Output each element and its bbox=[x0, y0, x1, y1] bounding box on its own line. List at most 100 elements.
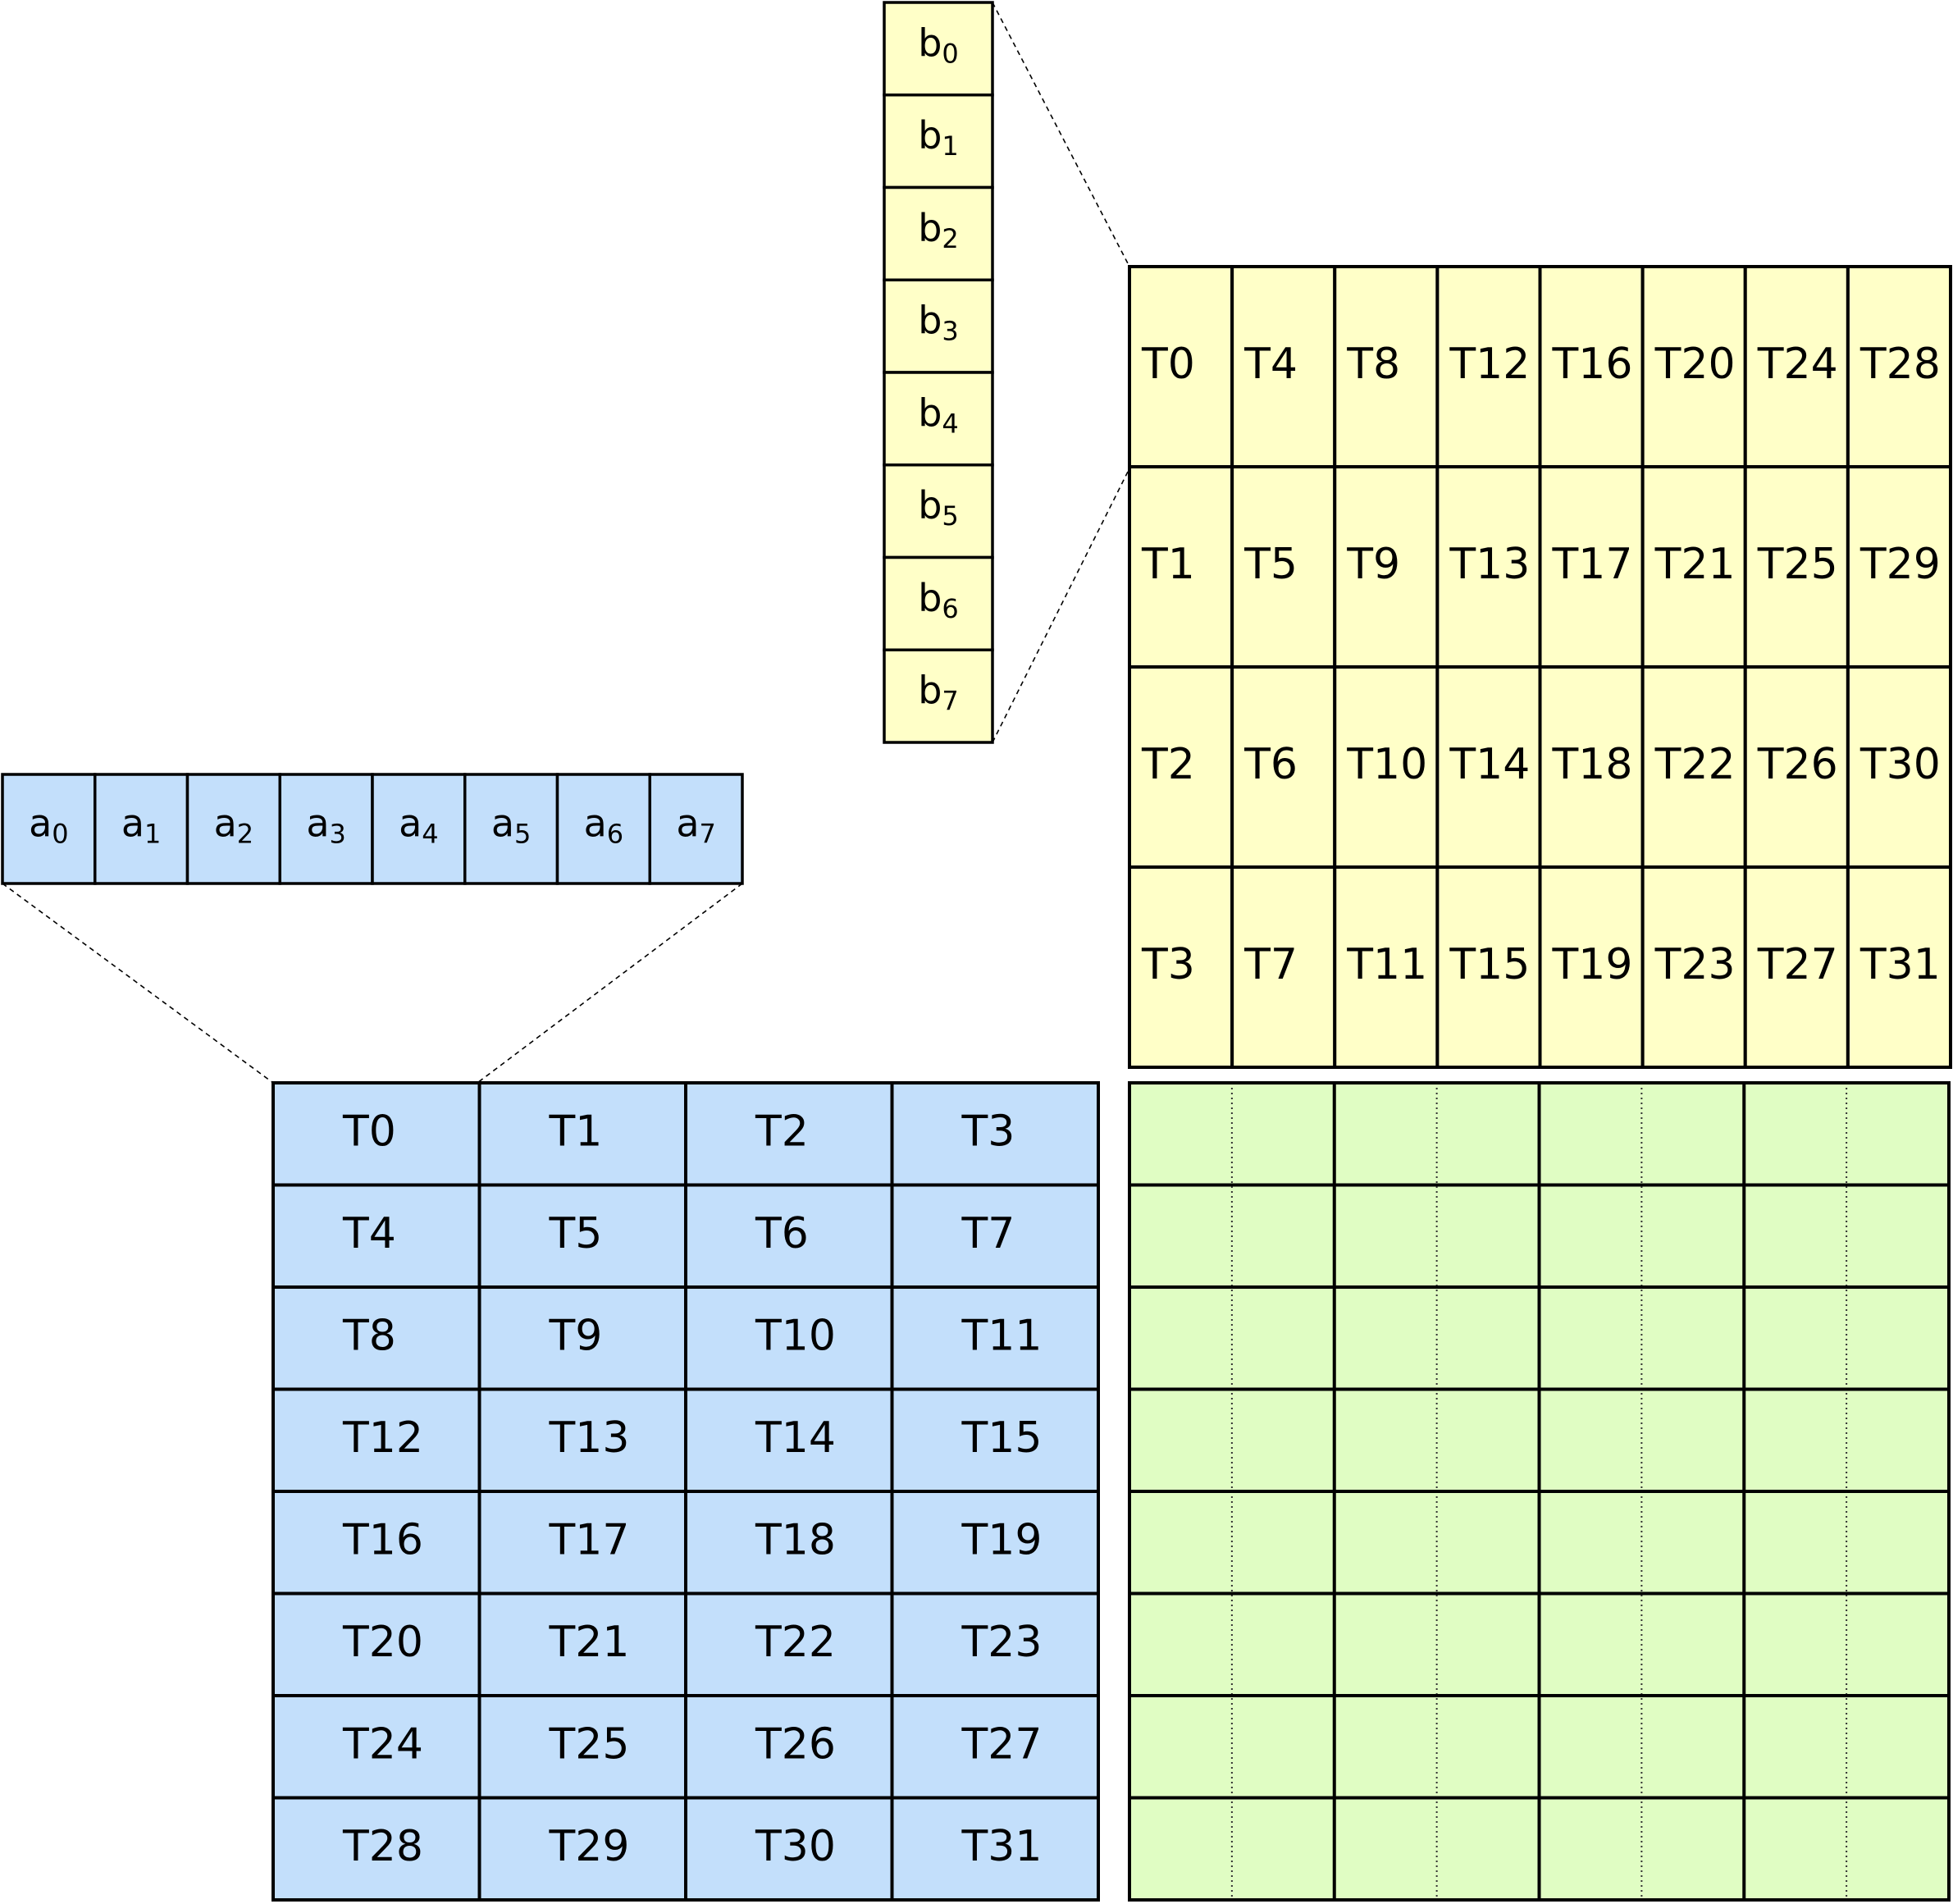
thread-cell bbox=[684, 1796, 894, 1902]
matrix-b-thread-grid: T0 T4 T8 T12 T16 T20 T24 T28 T1 T5 T9 T13 T17 T21 T25 T… bbox=[1128, 265, 1952, 1069]
vector-b-cell bbox=[883, 555, 994, 651]
element-base: b bbox=[918, 113, 942, 158]
thread-cell bbox=[684, 1285, 894, 1391]
thread-cell bbox=[1128, 265, 1234, 468]
thread-label: T14 bbox=[755, 1413, 836, 1463]
thread-cell bbox=[1538, 665, 1645, 869]
thread-cell bbox=[890, 1796, 1100, 1902]
element-label: a4 bbox=[399, 801, 439, 850]
element-label: b0 bbox=[918, 21, 959, 70]
element-base: b bbox=[918, 205, 942, 249]
element-subscript: 1 bbox=[942, 130, 958, 162]
thread-label: T5 bbox=[1243, 540, 1298, 589]
thread-cell bbox=[477, 1796, 687, 1902]
element-label: a2 bbox=[214, 801, 254, 850]
thread-label: T27 bbox=[961, 1719, 1043, 1769]
thread-label: T19 bbox=[961, 1515, 1043, 1564]
thread-label: T8 bbox=[1346, 340, 1400, 389]
element-base: a bbox=[29, 801, 52, 845]
thread-label: T10 bbox=[755, 1311, 836, 1360]
element-base: a bbox=[584, 801, 607, 845]
element-subscript: 5 bbox=[514, 819, 531, 850]
thread-cell bbox=[1435, 665, 1542, 869]
thread-cell bbox=[1333, 465, 1440, 669]
thread-label: T16 bbox=[342, 1515, 423, 1564]
element-subscript: 3 bbox=[330, 819, 346, 850]
thread-cell bbox=[1230, 465, 1337, 669]
vector-b-cell bbox=[883, 278, 994, 374]
thread-label: T8 bbox=[342, 1311, 396, 1360]
thread-label: T17 bbox=[549, 1515, 630, 1564]
thread-label: T18 bbox=[1552, 740, 1633, 789]
vector-a-cell bbox=[555, 773, 651, 885]
thread-label: T12 bbox=[1449, 340, 1530, 389]
thread-label: T11 bbox=[1346, 940, 1427, 989]
dashed-connector-line bbox=[992, 2, 1130, 267]
thread-label: T14 bbox=[1449, 740, 1530, 789]
thread-label: T28 bbox=[342, 1822, 423, 1871]
thread-cell bbox=[1640, 865, 1747, 1069]
thread-label: T29 bbox=[1859, 540, 1941, 589]
thread-label: T9 bbox=[1346, 540, 1400, 589]
thread-label: T13 bbox=[549, 1413, 630, 1463]
thread-label: T22 bbox=[1654, 740, 1736, 789]
element-subscript: 6 bbox=[942, 593, 958, 624]
element-subscript: 2 bbox=[942, 223, 958, 254]
element-base: a bbox=[676, 801, 699, 845]
thread-label: T12 bbox=[342, 1413, 423, 1463]
element-base: b bbox=[918, 483, 942, 527]
zoom-connector-lines bbox=[2, 2, 1130, 1084]
thread-label: T24 bbox=[342, 1719, 423, 1769]
element-subscript: 3 bbox=[942, 316, 958, 347]
thread-label: T4 bbox=[1243, 340, 1298, 389]
element-label: b7 bbox=[918, 668, 959, 717]
element-base: b bbox=[918, 21, 942, 65]
thread-label: T6 bbox=[755, 1209, 809, 1258]
element-label: b3 bbox=[918, 298, 959, 347]
thread-label: T7 bbox=[961, 1209, 1015, 1258]
thread-label: T0 bbox=[342, 1107, 396, 1156]
thread-label: T19 bbox=[1552, 940, 1633, 989]
element-subscript: 1 bbox=[144, 819, 161, 850]
vector-a-cell bbox=[185, 773, 281, 885]
thread-label: T24 bbox=[1757, 340, 1838, 389]
element-base: b bbox=[918, 390, 942, 435]
thread-cell bbox=[1846, 465, 1952, 669]
element-base: b bbox=[918, 298, 942, 342]
element-label: b5 bbox=[918, 483, 959, 532]
thread-cell bbox=[890, 1285, 1100, 1391]
thread-label: T6 bbox=[1243, 740, 1298, 789]
element-label: a1 bbox=[121, 801, 162, 850]
element-label: b6 bbox=[918, 575, 959, 624]
element-subscript: 7 bbox=[942, 686, 958, 717]
element-label: b4 bbox=[918, 390, 959, 440]
element-base: a bbox=[491, 801, 514, 845]
thread-label: T2 bbox=[755, 1107, 809, 1156]
thread-cell bbox=[890, 1387, 1100, 1493]
thread-cell bbox=[1743, 265, 1850, 468]
vector-a-cell bbox=[278, 773, 374, 885]
thread-cell bbox=[1846, 665, 1952, 869]
matrix-c-grid bbox=[1128, 1081, 1951, 1902]
thread-label: T13 bbox=[1449, 540, 1530, 589]
element-base: a bbox=[399, 801, 422, 845]
thread-cell bbox=[1128, 465, 1234, 669]
vector-b-cell bbox=[883, 648, 994, 744]
element-base: b bbox=[918, 575, 942, 619]
thread-label: T4 bbox=[342, 1209, 396, 1258]
thread-label: T3 bbox=[1141, 940, 1195, 989]
thread-label: T31 bbox=[1859, 940, 1941, 989]
thread-label: T25 bbox=[549, 1719, 630, 1769]
thread-cell bbox=[684, 1591, 894, 1697]
thread-label: T23 bbox=[961, 1618, 1043, 1667]
thread-label: T31 bbox=[961, 1822, 1043, 1871]
element-subscript: 0 bbox=[942, 38, 958, 69]
dashed-connector-line bbox=[477, 883, 743, 1084]
thread-label: T2 bbox=[1141, 740, 1195, 789]
thread-label: T30 bbox=[755, 1822, 836, 1871]
vector-b-cell bbox=[883, 463, 994, 559]
thread-label: T11 bbox=[961, 1311, 1043, 1360]
element-subscript: 0 bbox=[52, 819, 68, 850]
element-subscript: 5 bbox=[942, 500, 958, 532]
thread-cell bbox=[684, 1183, 894, 1289]
